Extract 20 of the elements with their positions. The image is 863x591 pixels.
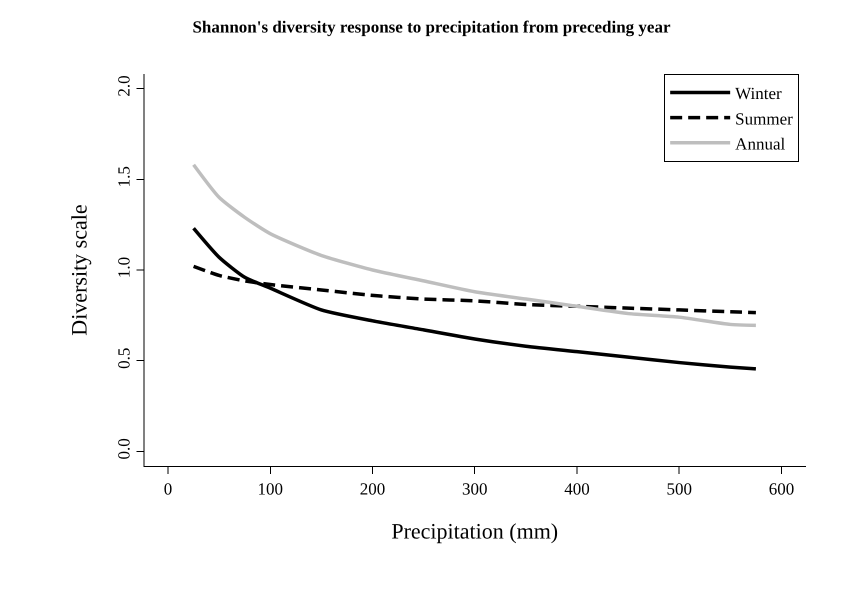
- x-axis-title: Precipitation (mm): [391, 518, 558, 544]
- x-tick-label: 600: [768, 479, 794, 498]
- y-tick-label: 1.5: [114, 166, 134, 188]
- y-axis-title: Diversity scale: [66, 204, 92, 336]
- x-tick-label: 300: [462, 479, 488, 498]
- legend-label: Winter: [735, 84, 782, 104]
- x-tick-label: 100: [258, 479, 284, 498]
- legend-label: Annual: [735, 134, 786, 154]
- x-tick-label: 400: [564, 479, 590, 498]
- x-tick-label: 500: [666, 479, 692, 498]
- y-tick-label: 0.0: [114, 438, 134, 460]
- chart-title: Shannon's diversity response to precipitation from preceding year: [192, 18, 671, 37]
- x-tick-label: 0: [164, 479, 172, 498]
- y-tick-label: 0.5: [114, 348, 134, 369]
- line-series: [192, 162, 758, 328]
- legend-label: Summer: [735, 109, 794, 128]
- x-tick-label: 200: [360, 479, 386, 498]
- y-tick-label: 2.0: [114, 75, 134, 97]
- line-series: [192, 226, 758, 371]
- y-tick-label: 1.0: [114, 256, 134, 278]
